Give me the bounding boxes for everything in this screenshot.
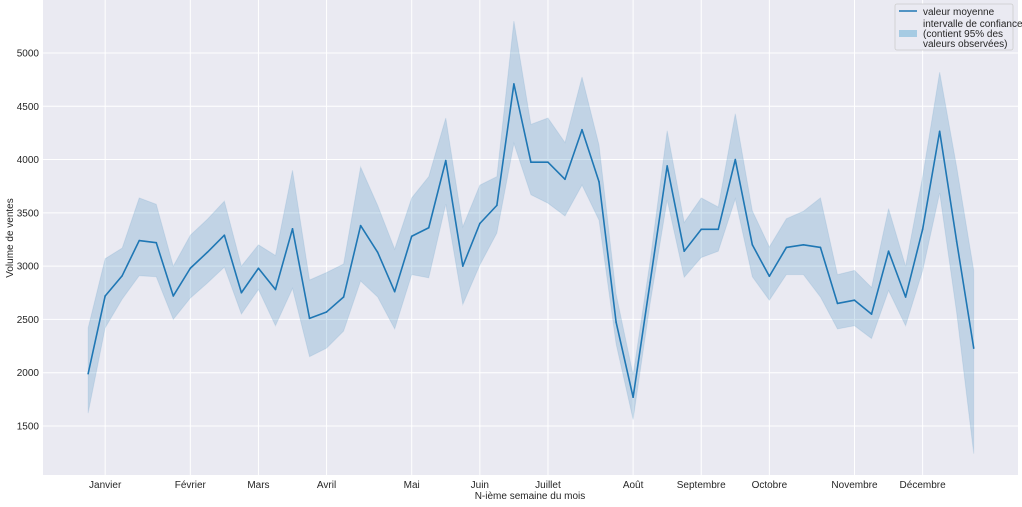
y-tick-label: 3500	[17, 208, 40, 219]
mean-point	[444, 159, 447, 162]
mean-point	[632, 396, 634, 399]
gridlines	[43, 0, 1018, 475]
legend-mean-label: valeur moyenne	[923, 7, 995, 18]
mean-point	[342, 296, 345, 298]
x-tick-label: Janvier	[89, 480, 122, 491]
mean-point	[955, 240, 958, 243]
x-tick-label: Juillet	[535, 480, 561, 491]
mean-point	[683, 250, 686, 252]
mean-point	[87, 372, 89, 375]
legend-ci-label-3: valeurs observées)	[923, 39, 1007, 50]
mean-point	[785, 246, 788, 249]
legend-box	[894, 3, 1014, 51]
mean-point	[462, 265, 464, 267]
x-tick-label: Février	[175, 480, 207, 491]
y-tick-label: 1500	[17, 421, 40, 432]
mean-point	[393, 290, 396, 293]
mean-point	[376, 251, 379, 254]
x-tick-label: Septembre	[677, 480, 726, 491]
mean-point	[564, 178, 566, 181]
x-tick-label: Décembre	[900, 480, 947, 491]
confidence-band	[87, 20, 975, 454]
y-tick-label: 2000	[17, 368, 40, 379]
mean-point	[530, 161, 532, 164]
x-tick-label: Mai	[404, 480, 420, 491]
mean-point	[581, 128, 583, 131]
mean-point	[972, 347, 975, 349]
mean-point	[104, 295, 106, 297]
legend-ci-label-1: intervalle de confiance	[923, 19, 1022, 30]
confidence-band-layer	[87, 20, 975, 454]
mean-line-layer	[87, 83, 975, 399]
y-axis-label: Volume de ventes	[5, 198, 16, 278]
y-tick-label: 5000	[17, 48, 40, 59]
mean-point	[734, 158, 737, 161]
mean-point	[768, 275, 771, 278]
mean-point	[206, 251, 209, 254]
mean-point	[257, 267, 260, 270]
mean-point	[172, 295, 175, 297]
mean-point	[938, 130, 941, 133]
x-tick-label: Mars	[247, 480, 269, 491]
y-tick-label: 3000	[17, 262, 40, 273]
mean-point	[496, 204, 498, 207]
x-tick-label: Août	[623, 480, 644, 491]
mean-point	[223, 234, 226, 237]
mean-point	[853, 299, 856, 302]
mean-point	[291, 228, 294, 230]
mean-point	[921, 228, 924, 231]
x-axis-label: N-ième semaine du mois	[475, 491, 586, 502]
mean-point	[410, 235, 413, 238]
mean-point	[547, 161, 549, 164]
legend-ci-swatch	[899, 30, 917, 37]
mean-point	[819, 246, 822, 249]
mean-point	[121, 274, 123, 277]
mean-point	[887, 250, 890, 252]
mean-point	[751, 244, 754, 246]
x-tick-labels: Janvier Février Mars Avril Mai Juin Juillet Aoû…	[89, 480, 946, 491]
mean-point	[359, 224, 362, 227]
mean-point	[904, 296, 907, 298]
mean-point	[325, 311, 328, 313]
mean-point	[513, 83, 515, 85]
mean-point	[666, 165, 668, 167]
x-tick-label: Juin	[471, 480, 489, 491]
mean-point	[717, 228, 720, 231]
legend: valeur moyenne intervalle de confiance (…	[894, 3, 1022, 51]
y-tick-label: 4000	[17, 155, 40, 166]
legend-ci-label-2: (contient 95% des	[923, 29, 1003, 40]
mean-point	[427, 226, 430, 229]
y-tick-labels: 1500 2000 2500 3000 3500 4000 4500 5000	[17, 48, 40, 432]
mean-point	[649, 281, 651, 283]
x-tick-label: Avril	[317, 480, 336, 491]
mean-point	[274, 288, 277, 291]
mean-point	[615, 321, 617, 323]
mean-point	[836, 302, 839, 305]
mean-point	[802, 244, 805, 246]
mean-point	[189, 267, 192, 270]
mean-point	[138, 239, 141, 242]
mean-point	[240, 291, 243, 294]
mean-point	[308, 317, 311, 320]
x-tick-label: Octobre	[752, 480, 788, 491]
x-tick-label: Novembre	[831, 480, 878, 491]
mean-point	[479, 222, 481, 225]
plot-background	[43, 0, 1018, 475]
y-tick-label: 2500	[17, 315, 40, 326]
mean-point	[155, 241, 158, 244]
y-tick-label: 4500	[17, 102, 40, 113]
mean-point	[598, 181, 600, 183]
mean-point	[870, 313, 873, 315]
mean-point	[700, 228, 703, 231]
